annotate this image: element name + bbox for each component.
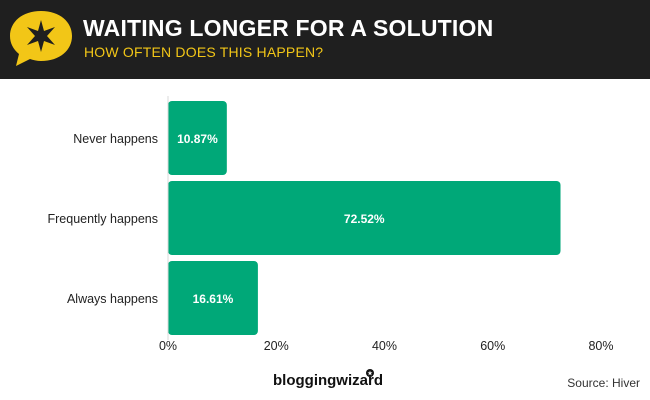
category-label: Frequently happens — [48, 212, 159, 226]
star-speech-bubble-icon — [10, 11, 72, 66]
bar — [168, 261, 258, 335]
page-subtitle: HOW OFTEN DOES THIS HAPPEN? — [84, 44, 324, 60]
data-label: 10.87% — [177, 132, 218, 146]
source-note: Source: Hiver — [567, 376, 640, 390]
x-tick-label: 40% — [372, 339, 397, 353]
bar-chart: 10.87% Never happens 72.52% Frequently happ… — [48, 96, 614, 353]
logo-star-icon — [366, 369, 374, 377]
x-tick-label: 60% — [480, 339, 505, 353]
x-tick-label: 20% — [264, 339, 289, 353]
category-label: Always happens — [67, 292, 158, 306]
bloggingwizard-logo: bloggingwizard — [273, 372, 383, 389]
data-label: 72.52% — [344, 212, 385, 226]
data-label: 16.61% — [193, 292, 234, 306]
bar — [168, 181, 561, 255]
x-tick-label: 0% — [159, 339, 177, 353]
bar — [168, 101, 227, 175]
x-tick-label: 80% — [588, 339, 613, 353]
category-label: Never happens — [73, 132, 158, 146]
header-bar: WAITING LONGER FOR A SOLUTION HOW OFTEN … — [0, 0, 650, 79]
page-title: WAITING LONGER FOR A SOLUTION — [83, 15, 494, 41]
